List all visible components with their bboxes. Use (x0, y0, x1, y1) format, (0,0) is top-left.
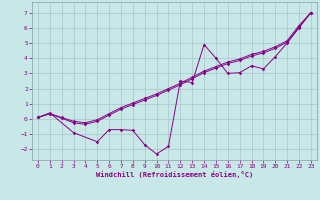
X-axis label: Windchill (Refroidissement éolien,°C): Windchill (Refroidissement éolien,°C) (96, 171, 253, 178)
